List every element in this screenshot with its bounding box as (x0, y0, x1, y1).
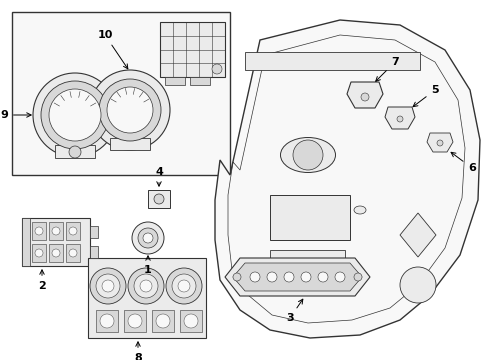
Circle shape (140, 280, 152, 292)
Circle shape (52, 227, 60, 235)
Bar (66, 222, 80, 240)
Text: 5: 5 (412, 85, 438, 107)
Circle shape (165, 268, 202, 304)
Bar (32, 244, 46, 262)
Circle shape (132, 222, 163, 254)
Text: 1: 1 (144, 256, 152, 275)
Circle shape (317, 272, 327, 282)
Circle shape (396, 116, 402, 122)
Bar (152, 310, 174, 332)
Bar (88, 258, 205, 338)
Polygon shape (55, 145, 95, 158)
Polygon shape (384, 107, 414, 129)
Circle shape (128, 314, 142, 328)
Circle shape (334, 272, 345, 282)
Bar (96, 310, 118, 332)
Text: 2: 2 (38, 270, 46, 291)
Circle shape (41, 81, 109, 149)
Text: 8: 8 (134, 342, 142, 360)
Circle shape (266, 272, 276, 282)
Circle shape (249, 272, 260, 282)
Polygon shape (399, 213, 435, 257)
Circle shape (214, 66, 220, 72)
Polygon shape (426, 133, 452, 152)
Circle shape (353, 273, 361, 281)
Bar (180, 310, 202, 332)
Circle shape (90, 268, 126, 304)
Circle shape (301, 272, 310, 282)
Bar (90, 246, 98, 258)
Circle shape (69, 249, 77, 257)
Circle shape (232, 273, 241, 281)
Circle shape (96, 274, 120, 298)
Circle shape (292, 140, 323, 170)
Circle shape (33, 73, 117, 157)
Text: 3: 3 (285, 299, 302, 323)
Bar (190, 77, 209, 85)
Bar (66, 244, 80, 262)
Circle shape (35, 227, 43, 235)
Circle shape (183, 314, 198, 328)
Bar (269, 250, 345, 285)
Bar (49, 222, 63, 240)
Polygon shape (232, 263, 361, 291)
Circle shape (138, 228, 158, 248)
Bar (32, 222, 46, 240)
Polygon shape (346, 82, 382, 108)
Circle shape (69, 227, 77, 235)
Polygon shape (224, 258, 369, 296)
Circle shape (100, 314, 114, 328)
Text: 9: 9 (0, 110, 31, 120)
Text: 6: 6 (450, 152, 475, 173)
Circle shape (399, 267, 435, 303)
Polygon shape (215, 20, 479, 338)
Text: 7: 7 (375, 57, 398, 81)
Circle shape (107, 87, 153, 133)
Circle shape (52, 249, 60, 257)
Bar (269, 195, 349, 240)
Circle shape (436, 140, 442, 146)
Circle shape (128, 268, 163, 304)
Circle shape (178, 280, 190, 292)
Bar (124, 310, 146, 332)
Circle shape (69, 146, 81, 158)
Circle shape (134, 274, 158, 298)
Polygon shape (110, 138, 150, 150)
Bar (90, 226, 98, 238)
Circle shape (142, 233, 153, 243)
Circle shape (156, 314, 170, 328)
Text: 4: 4 (155, 167, 163, 186)
Bar (164, 77, 184, 85)
Bar (22, 218, 90, 266)
Bar (22, 218, 30, 266)
Bar (160, 22, 224, 77)
Circle shape (90, 70, 170, 150)
Circle shape (360, 93, 368, 101)
Text: 10: 10 (97, 30, 127, 69)
Bar (12, 12, 229, 175)
Circle shape (99, 79, 161, 141)
Circle shape (284, 272, 293, 282)
Circle shape (35, 249, 43, 257)
Circle shape (154, 194, 163, 204)
Bar (148, 190, 170, 208)
Ellipse shape (353, 206, 365, 214)
Circle shape (102, 280, 114, 292)
Bar (49, 244, 63, 262)
Circle shape (49, 89, 101, 141)
Ellipse shape (280, 138, 335, 172)
Bar (244, 52, 419, 70)
Circle shape (212, 64, 222, 74)
Circle shape (172, 274, 196, 298)
